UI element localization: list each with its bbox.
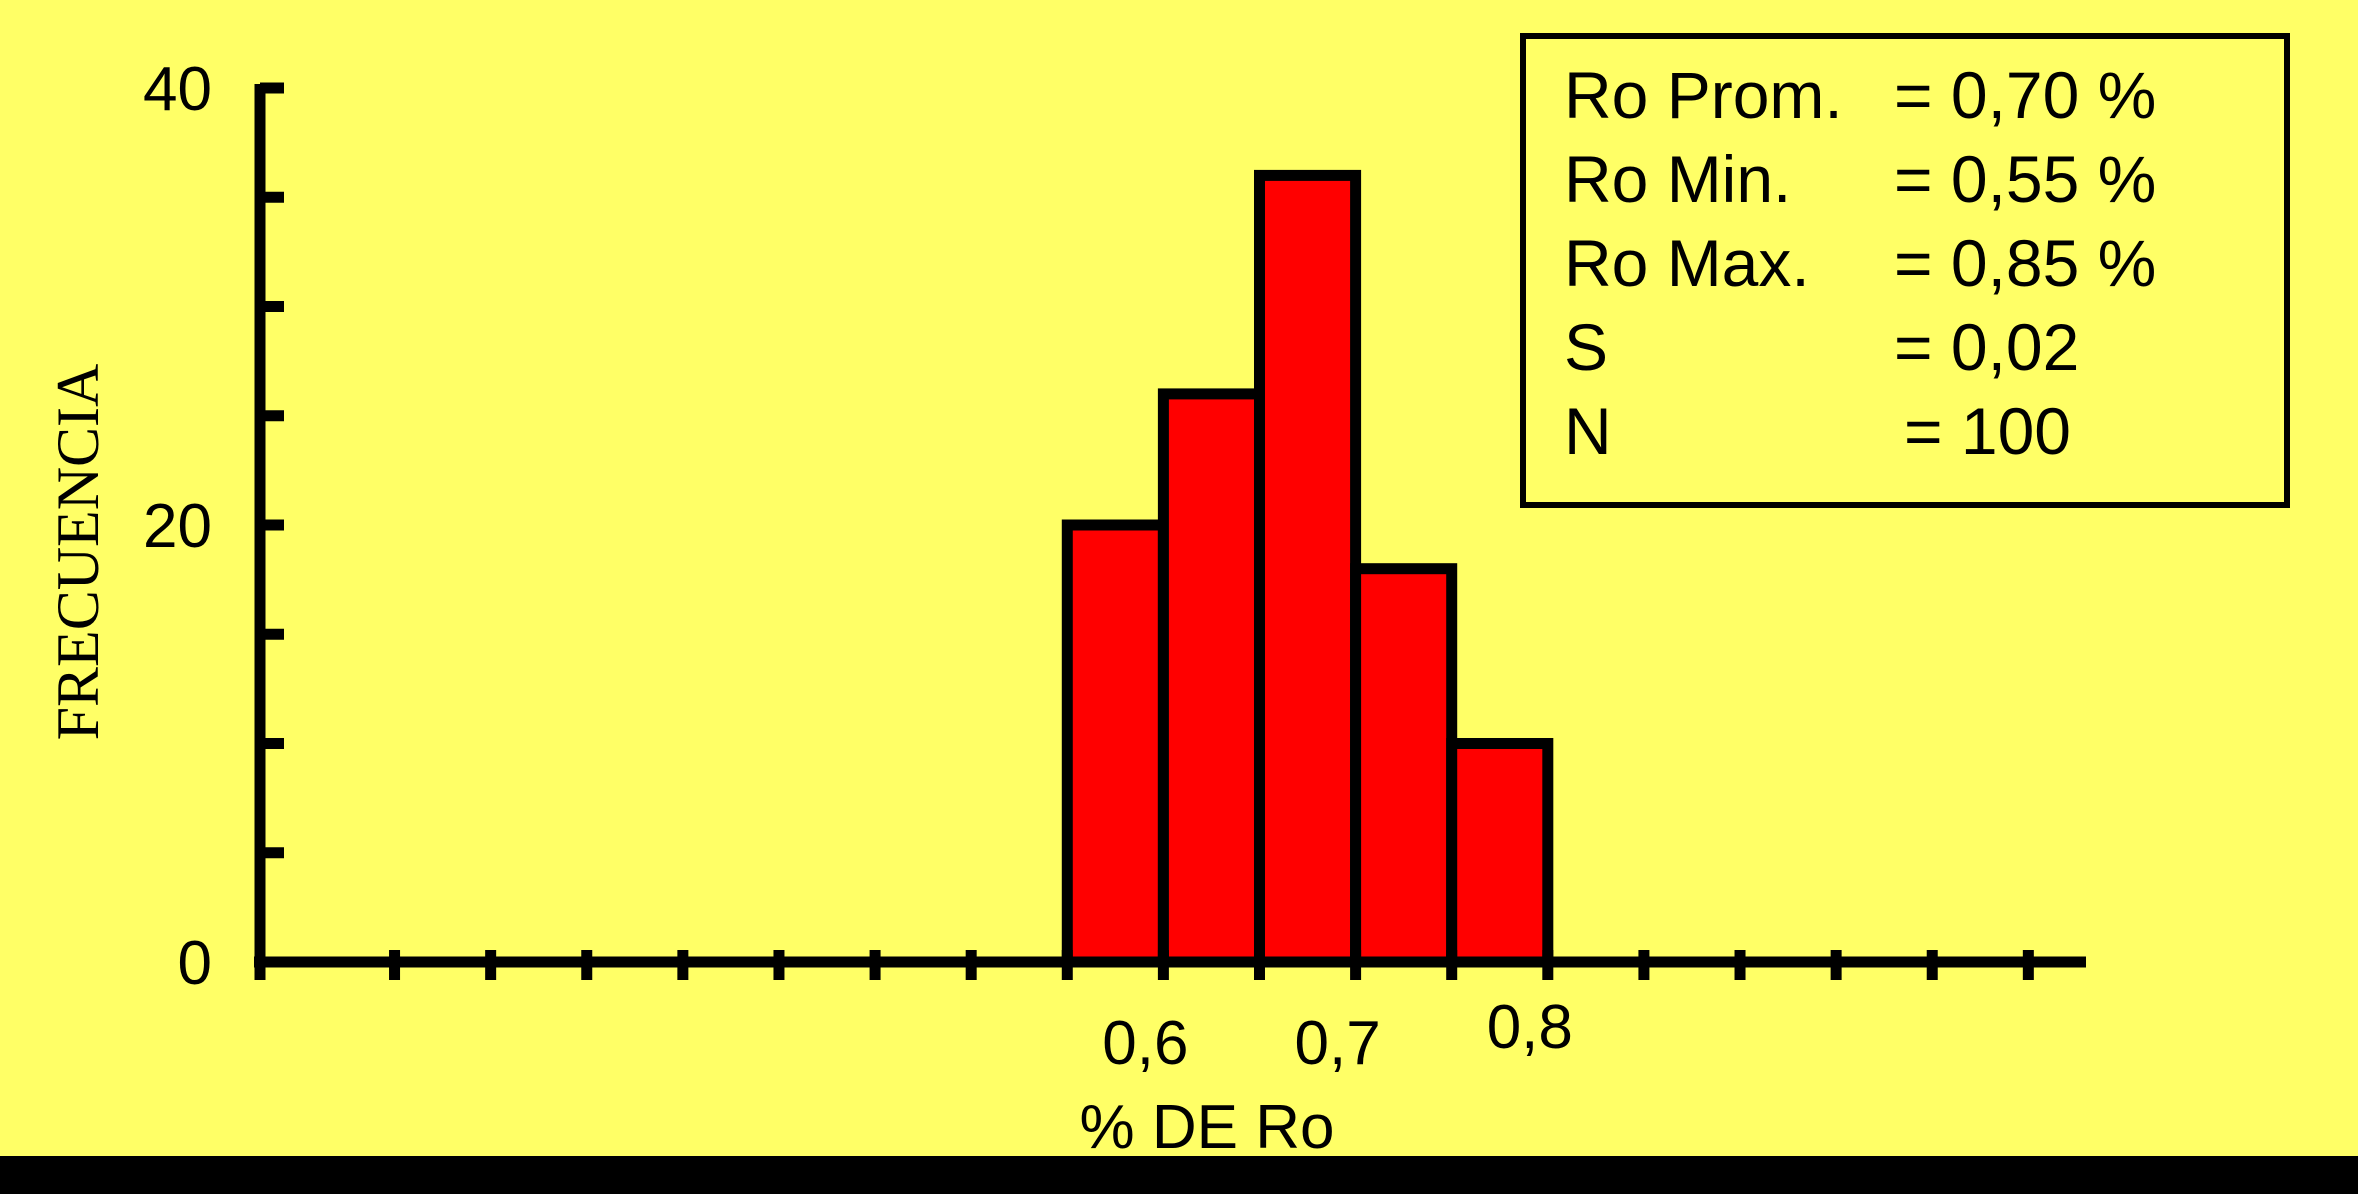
stats-value: = 0,70 % (1894, 58, 2157, 132)
stats-label: Ro Max. (1564, 226, 1810, 300)
stats-label: S (1564, 310, 1609, 384)
x-tick-label: 0,7 (1294, 1009, 1380, 1078)
y-tick-label: 20 (143, 492, 212, 561)
x-tick-label: 0,8 (1487, 993, 1573, 1062)
y-axis-title: FRECUENCIA (45, 364, 111, 741)
bottom-band (0, 1156, 2358, 1194)
stats-label: N (1564, 394, 1612, 468)
x-axis-title: % DE Ro (1080, 1093, 1335, 1162)
histogram-bar-3 (1253, 169, 1362, 968)
histogram-bar-1 (1061, 519, 1169, 968)
histogram-bar-4 (1350, 563, 1458, 968)
stats-value: = 0,02 (1894, 310, 2080, 384)
y-tick-label: 0 (178, 929, 212, 998)
labels-layer: 0 20 40 0,6 0,7 0,8 (143, 55, 1573, 1078)
bars-layer (1061, 169, 1554, 968)
y-tick-label: 40 (143, 55, 212, 124)
stats-value: = 100 (1904, 394, 2071, 468)
stats-box: Ro Prom. = 0,70 % Ro Min. = 0,55 % Ro Ma… (1520, 33, 2290, 508)
stats-label: Ro Prom. (1564, 58, 1843, 132)
histogram-bar-5 (1446, 738, 1554, 968)
stats-value: = 0,85 % (1894, 226, 2157, 300)
stats-label: Ro Min. (1564, 142, 1792, 216)
axes-layer (254, 82, 2086, 980)
histogram-bar-2 (1157, 388, 1265, 968)
x-tick-label: 0,6 (1102, 1009, 1188, 1078)
stats-value: = 0,55 % (1894, 142, 2157, 216)
